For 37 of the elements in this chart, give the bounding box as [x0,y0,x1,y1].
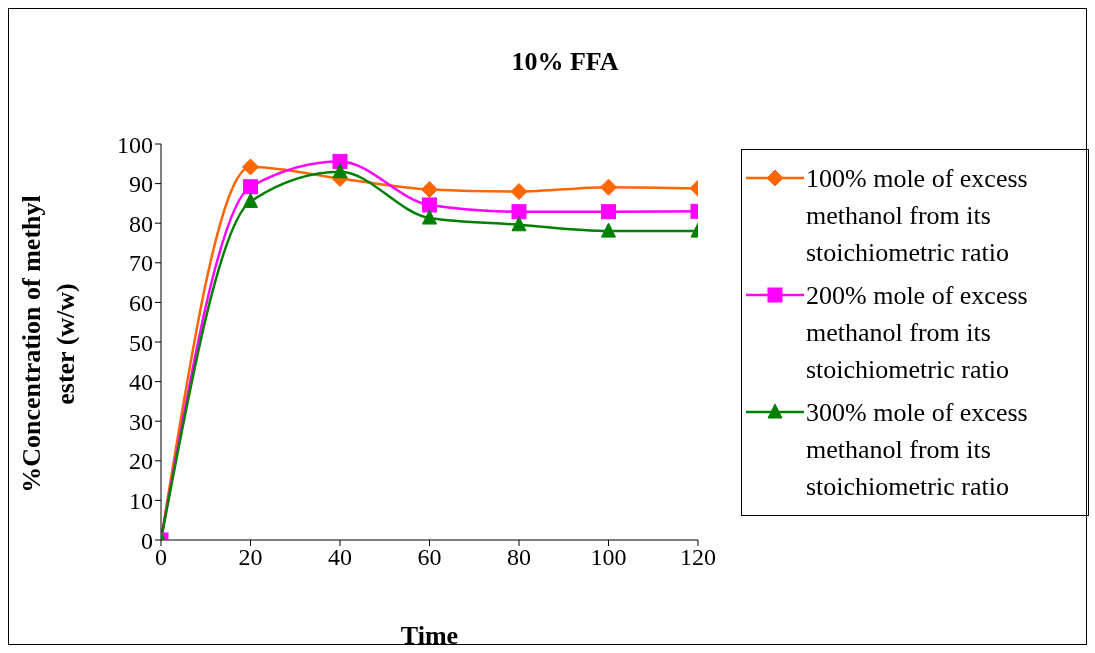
x-tick-label: 80 [507,544,531,571]
x-tick-label: 20 [238,544,263,571]
chart-title: 10% FFA [510,47,620,77]
y-tick-label: 30 [129,408,153,435]
point [511,216,527,232]
point [242,158,259,176]
point [601,222,616,238]
point [422,209,437,225]
y-tick-label: 60 [129,289,153,316]
point [243,192,258,208]
y-tick-label: 50 [129,329,153,356]
x-tick-label: 100 [590,544,627,571]
point [332,163,348,179]
point [600,178,617,196]
point [422,197,437,213]
y-tick-label: 100 [117,131,153,158]
point [421,181,438,199]
y-axis-title: %Concentration of methyl ester (w/w) [16,194,81,495]
y-tick-label: 20 [129,448,153,475]
point [243,179,258,195]
y-tick-label: 10 [129,487,153,514]
point [332,153,348,169]
legend-label: 100% mole of excess methanol from its stoichiometric ratio [806,163,1029,269]
legend-label: 200% mole of excess methanol from its stoichiometric ratio [806,280,1029,386]
legend-label: 300% mole of excess methanol from its stoichiometric ratio [806,397,1029,503]
x-axis-title: Time [399,621,460,651]
x-tick-label: 120 [680,544,716,571]
point [510,183,528,201]
y-tick-label: 90 [129,171,153,198]
point [511,204,527,220]
point [601,204,616,220]
x-tick-label: 40 [328,544,352,571]
y-tick-label: 80 [129,210,153,237]
y-tick-label: 0 [141,527,153,554]
y-tick-label: 70 [129,250,153,277]
x-tick-label: 60 [417,544,442,571]
y-tick-label: 40 [129,369,153,396]
